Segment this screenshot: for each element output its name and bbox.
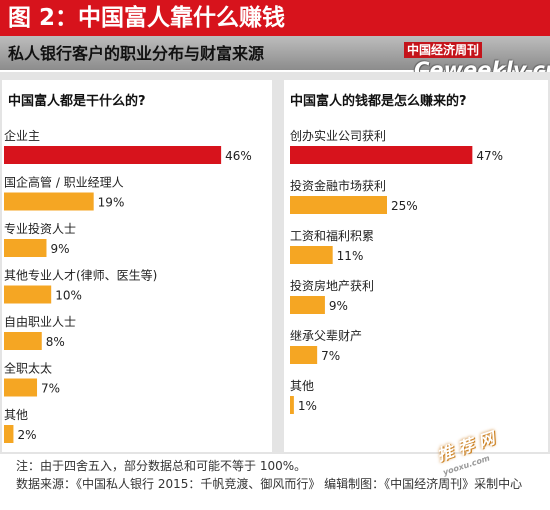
wealth-source-chart-title: 中国富人的钱都是怎么赚来的? [290,94,467,109]
wealth-source-bar-chart: 创办实业公司获利 47% 投资金融市场获利 25% 工资和福利积累 11% 投资房地产获利 9… [290,128,503,414]
value-label: 7% [321,349,340,363]
category-label: 工资和福利积累 [290,228,374,243]
data-source: 数据来源：《中国私人银行 2015：千帆竞渡、御风而行》 编辑制图：《中国经济周… [16,477,523,491]
value-label: 7% [41,382,60,396]
occupation-bar-chart: 企业主 46% 国企高管 / 职业经理人 19% 专业投资人士 9% 其他专业人才(律师、医… [4,128,252,443]
value-label: 2% [17,428,36,442]
magazine-logo: 中国经济周刊 [404,42,483,58]
value-label: 46% [225,149,252,163]
bar [4,239,47,257]
category-label: 其他专业人才(律师、医生等) [4,268,157,283]
value-label: 47% [476,149,503,163]
occupation-chart-title: 中国富人都是干什么的? [8,94,146,109]
category-label: 投资金融市场获利 [290,178,386,193]
figure-title: 图 2：中国富人靠什么赚钱 [8,5,286,31]
category-label: 国企高管 / 职业经理人 [4,175,124,190]
bar [290,146,473,164]
bar [4,425,14,443]
bar [4,285,52,304]
bar [4,332,42,350]
value-label: 10% [55,289,82,303]
category-label: 投资房地产获利 [290,278,374,293]
category-label: 创办实业公司获利 [290,128,386,143]
value-label: 19% [98,196,125,210]
category-label: 其他 [4,408,28,422]
bar [4,378,38,397]
bar [290,346,318,364]
wealth-source-panel: 中国富人的钱都是怎么赚来的? 创办实业公司获利 47% 投资金融市场获利 25% 工资和… [284,80,548,452]
value-label: 25% [391,199,418,213]
category-label: 继承父辈财产 [290,329,362,343]
bar [290,396,294,414]
bar [290,246,333,264]
value-label: 1% [298,399,317,413]
bar [290,196,387,214]
header-bar [0,0,550,36]
footnote: 注：由于四舍五入，部分数据总和可能不等于 100%。 [16,459,307,473]
value-label: 11% [337,249,364,263]
category-label: 自由职业人士 [4,315,76,329]
occupation-panel: 中国富人都是干什么的? 企业主 46% 国企高管 / 职业经理人 19% 专业投资人士 9… [2,80,272,452]
bar [290,296,325,314]
value-label: 8% [46,335,65,349]
category-label: 全职太太 [4,361,52,376]
category-label: 其他 [290,379,314,393]
bar [4,146,222,164]
value-label: 9% [329,299,348,313]
figure-subtitle: 私人银行客户的职业分布与财富来源 [8,44,265,63]
category-label: 专业投资人士 [4,221,76,236]
value-label: 9% [50,242,69,256]
bar [4,192,94,211]
category-label: 企业主 [4,128,40,143]
